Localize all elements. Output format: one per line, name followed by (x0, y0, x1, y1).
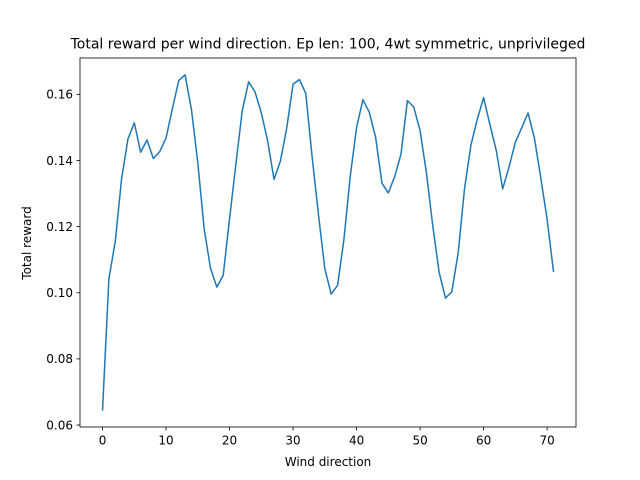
plot-area: 0 10 20 30 40 50 60 70 0.06 0.08 0.10 0.12 0.14 0.16 (46, 57, 577, 448)
series-line-0 (101, 74, 555, 411)
x-axis-label: Wind direction (285, 455, 372, 469)
y-tick-label-3: 0.12 (46, 220, 73, 234)
y-tick-label-5: 0.16 (46, 88, 73, 102)
y-axis-label: Total reward (20, 206, 34, 280)
x-tick-label-30: 30 (285, 434, 300, 448)
chart-title: Total reward per wind direction. Ep len:… (70, 37, 586, 53)
x-tick-label-70: 70 (539, 434, 554, 448)
x-tick-label-0: 0 (99, 434, 107, 448)
y-tick-label-0: 0.06 (46, 418, 73, 432)
x-tick-label-50: 50 (412, 434, 427, 448)
y-tick-label-1: 0.08 (46, 352, 73, 366)
axes-frame (79, 57, 577, 428)
x-tick-label-60: 60 (476, 434, 491, 448)
y-tick-label-2: 0.10 (46, 286, 73, 300)
x-tick-label-10: 10 (158, 434, 173, 448)
y-tick-label-4: 0.14 (46, 154, 73, 168)
x-tick-label-20: 20 (222, 434, 237, 448)
x-tick-label-40: 40 (349, 434, 364, 448)
